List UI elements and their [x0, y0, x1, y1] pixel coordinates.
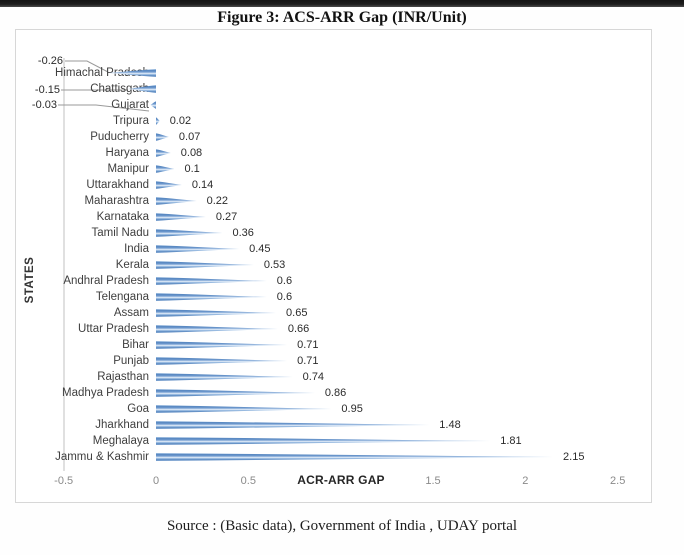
value-label: 0.36	[232, 227, 254, 239]
data-bar	[156, 389, 315, 397]
x-axis-title: ACR-ARR GAP	[289, 472, 393, 488]
value-label: 0.02	[169, 115, 192, 127]
data-bar	[156, 261, 254, 269]
bar-chart-figure: STATES Himachal Pradesh -0.26 Chattisgarh -…	[15, 29, 652, 503]
category-label: Jharkhand	[95, 419, 149, 431]
top-black-bar	[0, 0, 684, 7]
data-bar	[156, 229, 223, 237]
data-bar	[156, 181, 182, 189]
data-bar	[156, 277, 267, 285]
value-label: -0.03	[31, 99, 57, 111]
x-tick-label: 2	[522, 475, 529, 487]
category-label: Goa	[127, 403, 149, 415]
data-bar	[156, 149, 171, 157]
value-label: 0.07	[178, 131, 201, 143]
category-label: Himachal Pradesh	[55, 67, 149, 79]
x-tick-label: 1.5	[425, 475, 441, 487]
data-bar	[156, 213, 206, 221]
figure-title: Figure 3: ACS-ARR Gap (INR/Unit)	[217, 9, 467, 26]
category-label: Chattisgarh	[90, 83, 149, 95]
value-label: 1.48	[439, 419, 461, 431]
x-tick-label: 0	[152, 475, 160, 487]
category-label: Manipur	[107, 163, 149, 175]
plot-area: STATES Himachal Pradesh -0.26 Chattisgarh -…	[16, 30, 651, 502]
data-bar	[156, 437, 491, 445]
data-bar	[156, 405, 332, 413]
category-label: Bihar	[122, 339, 149, 351]
data-bar	[156, 421, 430, 429]
value-label: 0.08	[180, 147, 203, 159]
data-bar	[156, 117, 160, 125]
category-label: Rajasthan	[97, 371, 149, 383]
axis-and-leader-lines	[58, 58, 150, 471]
data-bar	[156, 357, 288, 365]
x-tick-label: 0.5	[240, 475, 256, 487]
value-label: 0.1	[184, 163, 200, 175]
data-bar	[156, 245, 240, 253]
category-label: Tamil Nadu	[91, 227, 149, 239]
category-label: Karnataka	[96, 211, 149, 223]
category-label: Madhya Pradesh	[62, 387, 149, 399]
category-label: Haryana	[105, 147, 149, 159]
value-label: 0.6	[276, 291, 293, 303]
category-label: Meghalaya	[92, 435, 149, 447]
value-label: 0.65	[286, 307, 308, 319]
value-label: 0.86	[324, 387, 347, 399]
data-bar	[156, 325, 278, 333]
category-label: Punjab	[113, 355, 149, 367]
x-tick-label: 2.5	[610, 475, 626, 487]
value-label: 0.53	[263, 259, 286, 271]
value-label: 0.71	[297, 339, 319, 351]
data-bar	[128, 85, 156, 93]
value-label: 0.22	[206, 195, 229, 207]
data-bar	[156, 453, 554, 461]
category-label: Uttarakhand	[86, 179, 149, 191]
data-bar	[156, 293, 267, 301]
value-label: 0.14	[191, 179, 214, 191]
data-bar	[156, 373, 293, 381]
category-label: Tripura	[113, 115, 149, 127]
leader-line-gujarat	[58, 104, 150, 112]
value-label: 0.66	[287, 323, 310, 335]
leader-line-himachal	[65, 60, 109, 73]
value-label: 0.71	[297, 355, 319, 367]
category-label: Kerala	[115, 259, 149, 271]
category-label: Gujarat	[111, 99, 149, 111]
data-bar	[156, 133, 169, 141]
category-label: Andhral Pradesh	[63, 275, 149, 287]
value-label: 0.95	[341, 403, 363, 415]
data-bar	[156, 309, 277, 317]
category-label: Telengana	[95, 291, 149, 303]
value-label: 2.15	[563, 451, 585, 463]
source-caption: Source : (Basic data), Government of Ind…	[166, 518, 518, 534]
category-label: Maharashtra	[84, 195, 149, 207]
x-tick-label: -0.5	[54, 475, 74, 487]
value-label: 0.45	[249, 243, 271, 255]
category-label: Uttar Pradesh	[78, 323, 149, 335]
data-bar	[156, 197, 197, 205]
value-label: 0.6	[276, 275, 293, 287]
value-label: -0.15	[34, 84, 60, 96]
category-label: India	[124, 243, 149, 255]
data-bar	[107, 69, 156, 77]
value-label: -0.26	[37, 55, 63, 67]
category-label: Jammu & Kashmir	[55, 451, 149, 463]
data-bar	[156, 165, 175, 173]
value-label: 0.27	[215, 211, 238, 223]
value-label: 0.74	[302, 371, 325, 383]
data-bar	[156, 341, 288, 349]
category-label: Assam	[113, 307, 149, 319]
value-label: 1.81	[500, 435, 522, 447]
data-bar	[150, 101, 156, 109]
category-label: Puducherry	[90, 131, 149, 143]
